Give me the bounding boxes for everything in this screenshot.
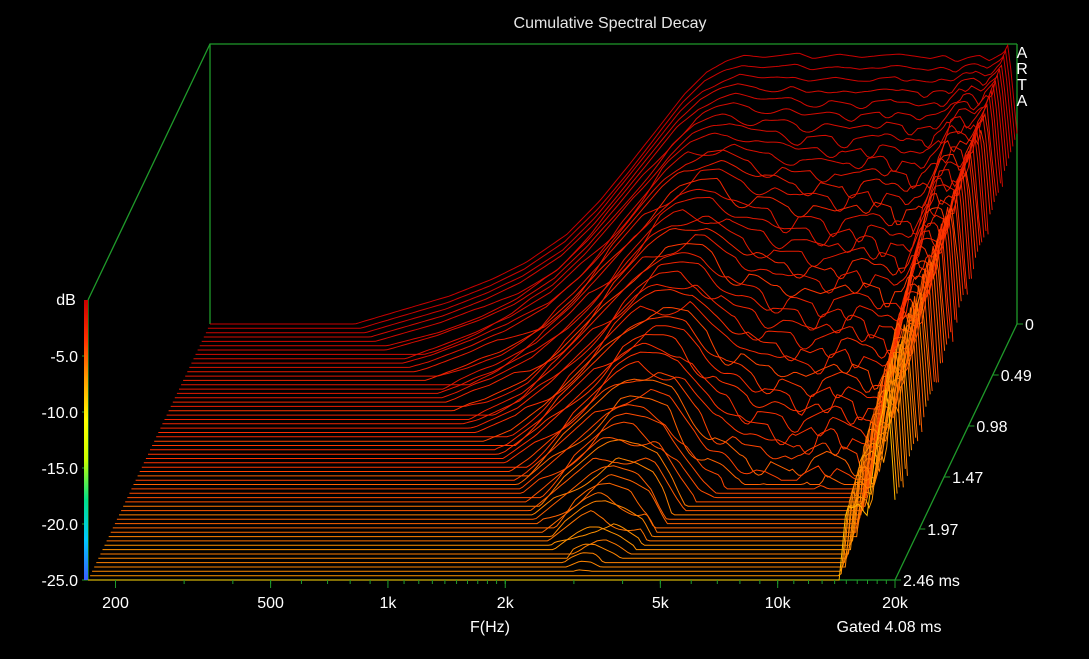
footer-gated-label: Gated 4.08 ms: [837, 619, 942, 636]
decay-slice: [170, 151, 979, 407]
decay-slice: [164, 167, 972, 420]
decay-slice: [135, 245, 944, 481]
x-tick-label: 10k: [765, 595, 792, 612]
decay-slice: [150, 206, 958, 451]
decay-slice: [137, 253, 946, 477]
decay-slice: [92, 363, 900, 572]
time-tick-label: 2.46 ms: [903, 573, 960, 590]
decay-slice: [106, 324, 915, 542]
decay-slice: [133, 261, 941, 485]
y-tick-label: -15.0: [42, 461, 79, 478]
decay-slice: [179, 128, 987, 390]
decay-slice: [160, 178, 968, 429]
chart-title: Cumulative Spectral Decay: [514, 15, 707, 32]
decay-slice: [195, 84, 1003, 355]
x-tick-label: 200: [102, 595, 129, 612]
y-tick-label: -10.0: [42, 405, 79, 422]
decay-slice: [207, 49, 1016, 329]
decay-slice: [183, 130, 991, 381]
y-tick-label: -5.0: [50, 349, 78, 366]
decay-slice: [197, 80, 1006, 351]
decay-slice: [185, 113, 993, 377]
time-tick-label: 0: [1025, 317, 1034, 334]
decay-slice: [205, 54, 1014, 334]
y-tick-label: -25.0: [42, 573, 79, 590]
watermark-letter: R: [1016, 61, 1028, 78]
decay-slice: [181, 123, 989, 386]
colorbar-strip: [84, 300, 88, 580]
decay-slice: [201, 68, 1010, 342]
decay-slice: [156, 190, 964, 438]
decay-slice: [154, 207, 962, 442]
decay-slice: [141, 229, 950, 468]
decay-slice: [162, 173, 970, 425]
decay-slice: [96, 351, 904, 564]
time-tick-label: 0.49: [1001, 368, 1032, 385]
decay-slice: [193, 89, 1001, 360]
decay-slice: [108, 326, 917, 538]
decay-slice: [189, 103, 997, 368]
decay-slice: [129, 262, 937, 494]
plot-frame: [87, 43, 1018, 581]
x-tick-label: 2k: [497, 595, 515, 612]
decay-slice: [158, 189, 966, 433]
decay-slice: [119, 303, 927, 516]
decay-slice: [166, 162, 975, 416]
frame-time-axis: [894, 323, 1018, 581]
decay-slice: [139, 238, 948, 473]
watermark-letter: A: [1017, 45, 1028, 62]
decay-slice: [199, 73, 1008, 347]
decay-slice: [114, 301, 923, 525]
decay-slice: [121, 285, 929, 512]
y-tick-label: -20.0: [42, 517, 79, 534]
x-axis-label: F(Hz): [470, 619, 510, 636]
axes: 200 500 1k 2k 5k 10k 20k -5.0 -10.0 -15.0 -20.0 -25…: [42, 317, 1034, 612]
decay-slice: [203, 64, 1012, 338]
x-tick-label: 5k: [652, 595, 670, 612]
decay-slice: [98, 348, 906, 559]
x-tick-label: 500: [257, 595, 284, 612]
time-tick-label: 1.47: [952, 470, 983, 487]
decay-slice: [172, 152, 981, 403]
decay-slice: [187, 112, 995, 373]
x-tick-label: 20k: [882, 595, 909, 612]
decay-slice: [174, 139, 983, 399]
decay-slice: [152, 208, 960, 446]
decay-slice: [100, 340, 908, 555]
decay-slice: [176, 134, 985, 394]
decay-slice: [123, 292, 931, 507]
decay-slice: [102, 344, 910, 551]
decay-slice: [210, 43, 1018, 325]
decay-slice: [168, 171, 977, 412]
decay-slice: [145, 218, 954, 459]
decay-slice: [88, 389, 896, 581]
decay-slice: [131, 257, 939, 490]
decay-slice: [94, 357, 902, 568]
decay-slice: [116, 296, 925, 520]
decay-slice: [125, 273, 933, 503]
decay-slice: [90, 371, 898, 577]
decay-slice: [148, 215, 956, 455]
db-colorbar: [84, 300, 88, 580]
decay-slice: [112, 307, 921, 529]
decay-slice: [110, 312, 919, 533]
time-tick-label: 1.97: [927, 522, 958, 539]
watermark-letter: T: [1017, 77, 1027, 94]
decay-slices: [88, 43, 1018, 581]
decay-slice: [143, 223, 952, 464]
time-tick-label: 0.98: [976, 419, 1007, 436]
decay-slice: [191, 95, 999, 364]
decay-slice: [104, 339, 912, 546]
watermark-letter: A: [1017, 93, 1028, 110]
y-axis-label: dB: [56, 292, 76, 309]
x-tick-label: 1k: [379, 595, 397, 612]
